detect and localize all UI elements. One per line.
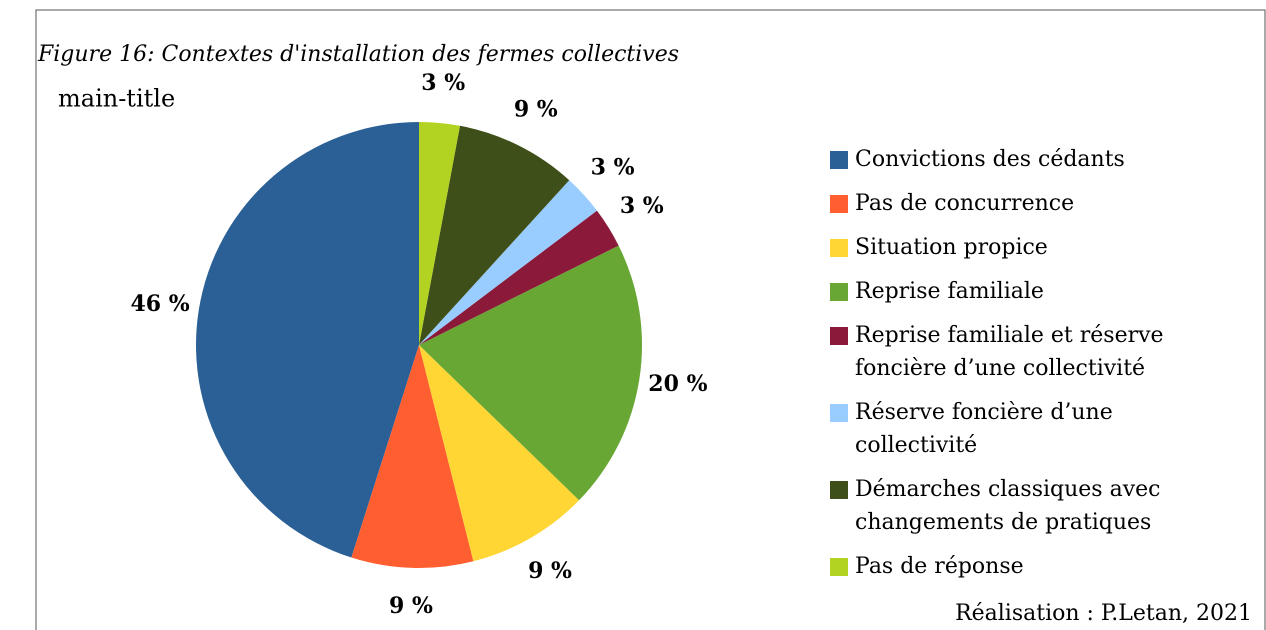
legend-label: Réserve foncière d’une collectivité (855, 400, 1113, 458)
legend-swatch (830, 195, 848, 213)
legend-swatch (830, 283, 848, 301)
data-label: 3 % (421, 70, 465, 96)
pie-slice (419, 345, 580, 562)
legend-label: Reprise familiale et réserve foncière d’… (855, 323, 1164, 381)
legend-swatch (830, 327, 848, 345)
data-label: 20 % (648, 371, 707, 397)
legend-label: Démarches classiques avec changements de… (855, 477, 1161, 535)
source: Réalisation : P.Letan, 2021 (955, 601, 1252, 626)
frame (35, 9, 1266, 630)
legend-swatch (830, 151, 848, 169)
pie-slice (419, 210, 619, 345)
legend-item: Situation propice (830, 231, 1190, 264)
legend-label: Pas de réponse (855, 554, 1024, 579)
legend-label: Pas de concurrence (855, 191, 1075, 216)
pie-slice (419, 245, 642, 501)
pie-slice (419, 180, 597, 345)
pie-slice (419, 125, 570, 345)
data-label: 9 % (514, 96, 558, 122)
legend-swatch (830, 404, 848, 422)
pie-slice (196, 122, 419, 558)
legend-label: Convictions des cédants (855, 147, 1125, 172)
legend-label: Reprise familiale (855, 279, 1044, 304)
legend: Convictions des cédants Pas de concurrenc… (830, 143, 1190, 583)
pie-slice (419, 122, 460, 345)
legend-item: Reprise familiale et réserve foncière d’… (830, 319, 1190, 385)
data-label: 3 % (591, 154, 635, 180)
data-label: 9 % (389, 593, 433, 619)
legend-item: Démarches classiques avec changements de… (830, 473, 1190, 539)
legend-swatch (830, 481, 848, 499)
legend-item: Réserve foncière d’une collectivité (830, 396, 1190, 462)
legend-swatch (830, 558, 848, 576)
data-label: 46 % (131, 291, 190, 317)
data-label: 9 % (528, 558, 572, 584)
legend-swatch (830, 239, 848, 257)
pie-slice (351, 345, 474, 568)
data-label: 3 % (620, 193, 664, 219)
legend-item: Pas de réponse (830, 550, 1190, 583)
caption: Figure 16: Contextes d'installation des … (37, 42, 679, 67)
chart-title: main-title (58, 85, 175, 113)
legend-label: Situation propice (855, 235, 1048, 260)
legend-item: Convictions des cédants (830, 143, 1190, 176)
legend-item: Pas de concurrence (830, 187, 1190, 220)
legend-item: Reprise familiale (830, 275, 1190, 308)
